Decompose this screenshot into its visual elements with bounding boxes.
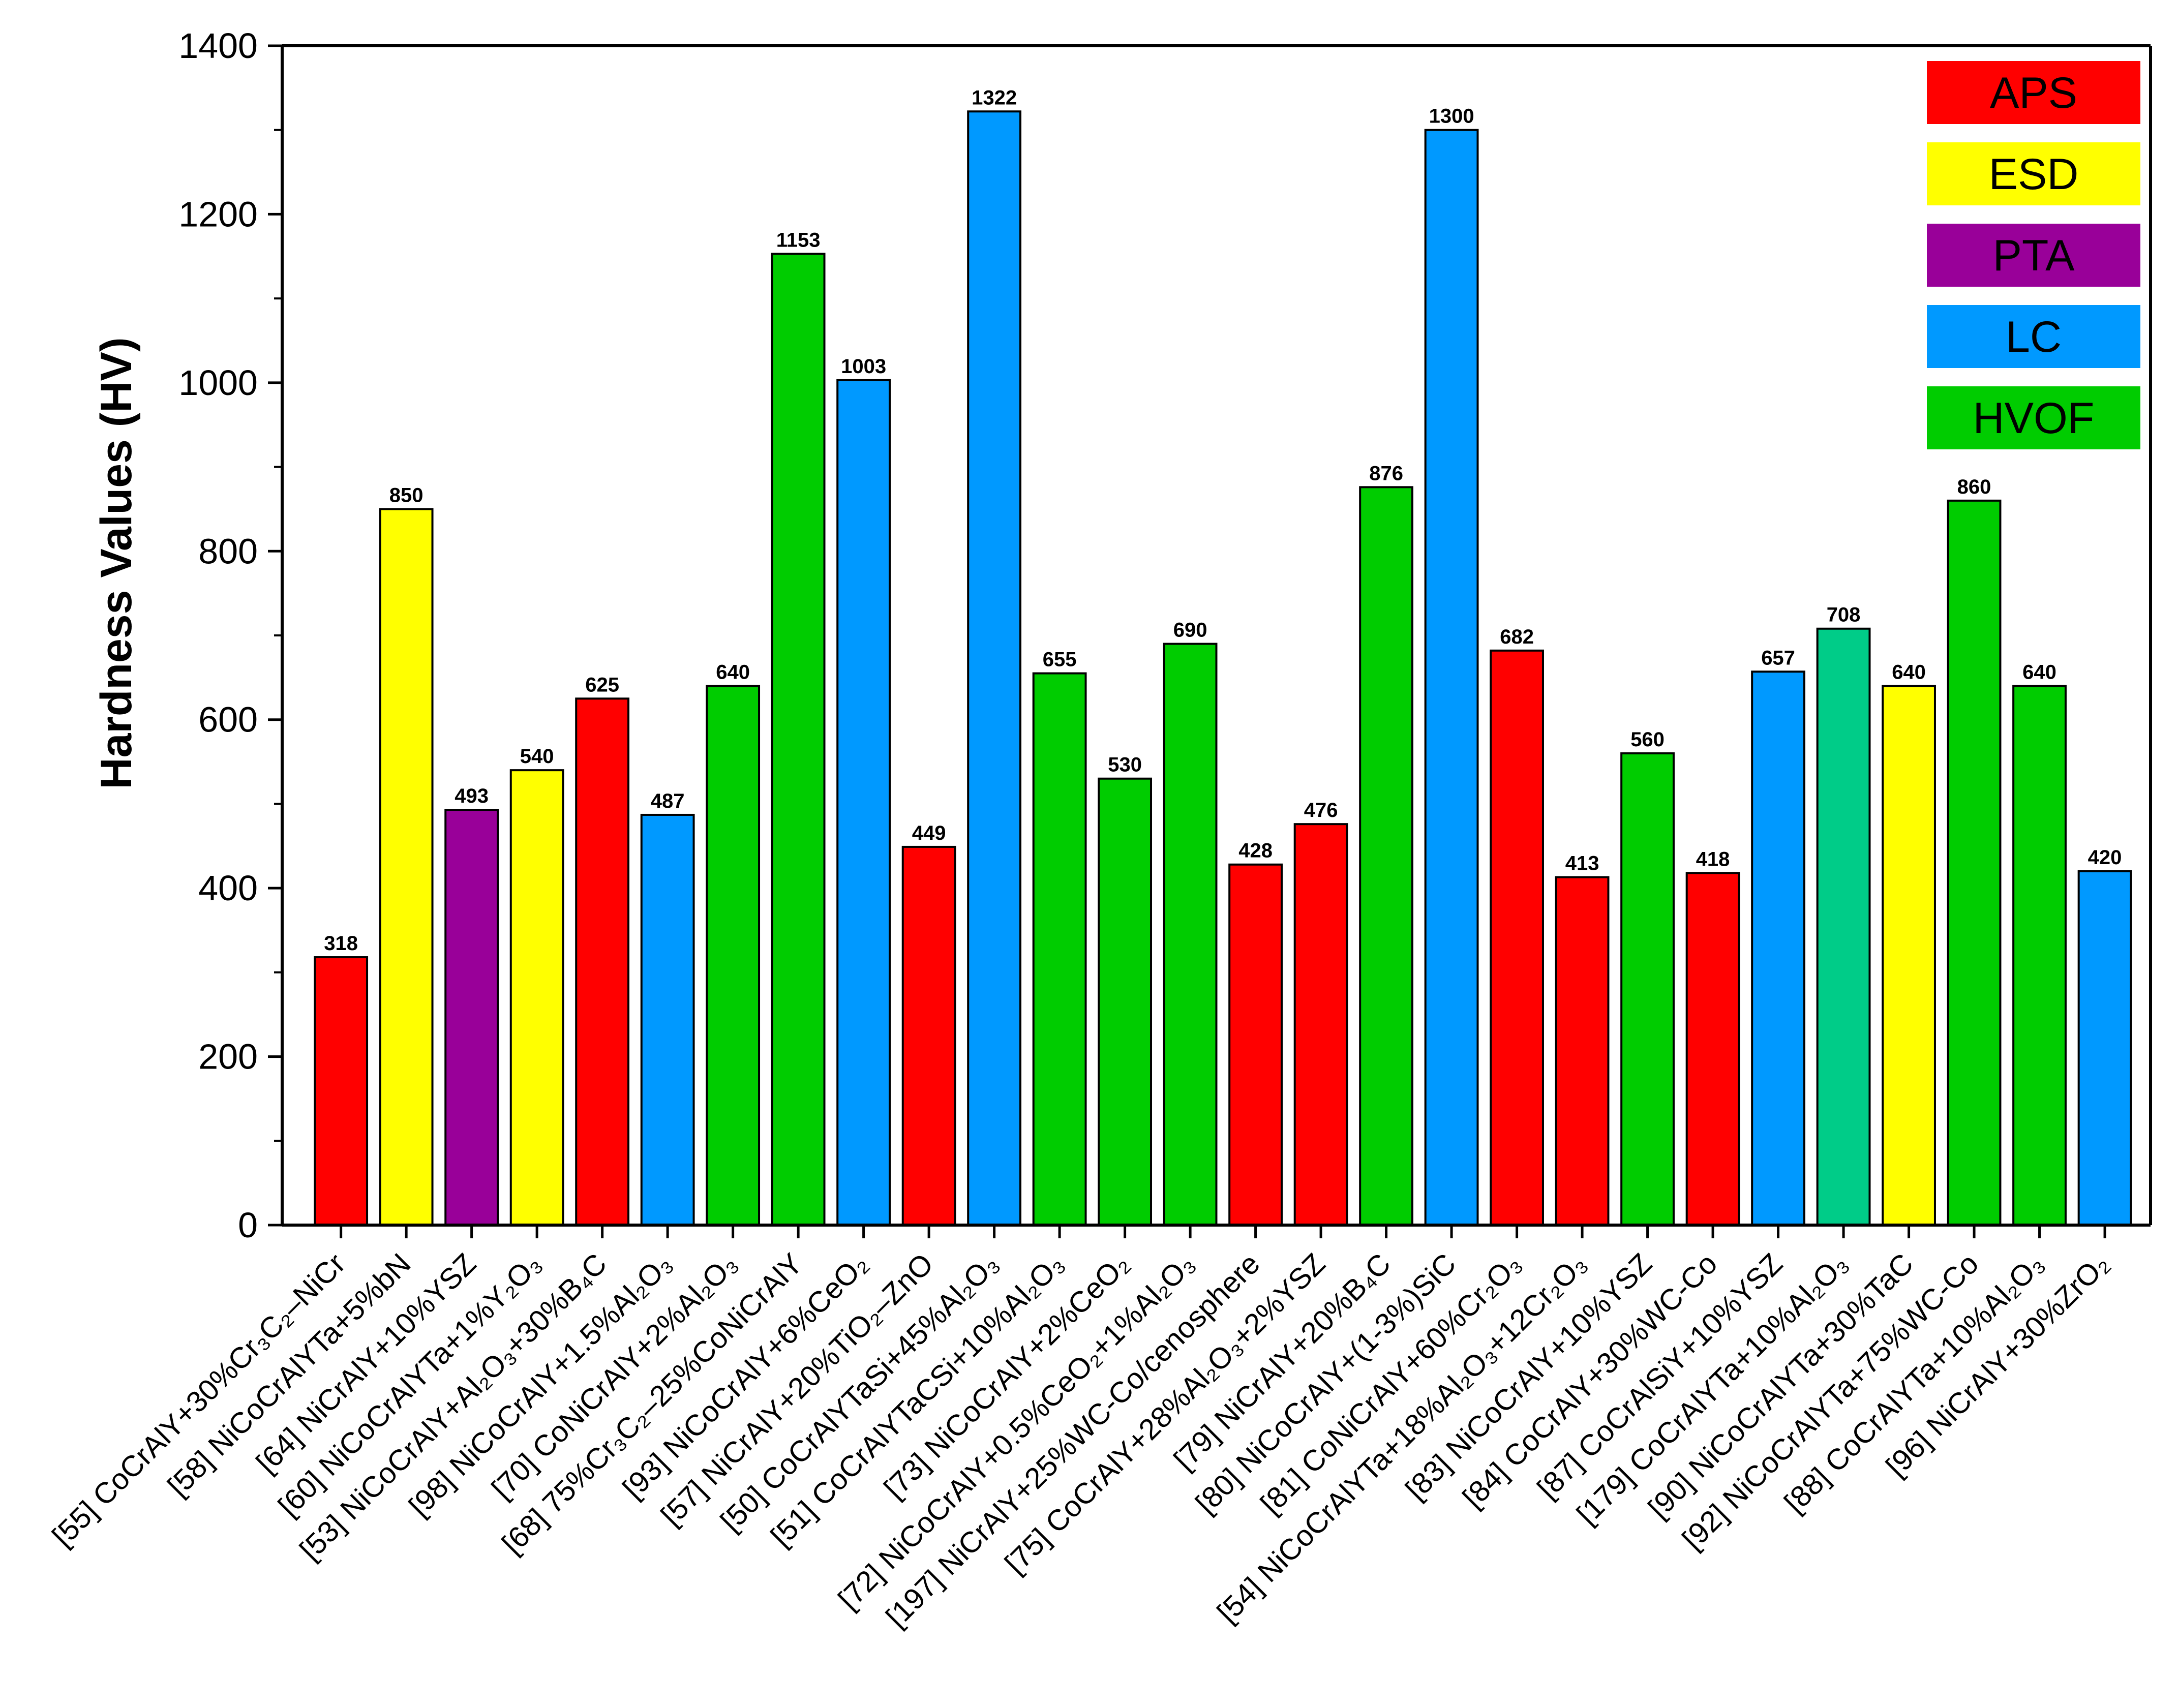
bar-value-label: 428 (1238, 840, 1273, 862)
legend-swatch (1927, 305, 2140, 368)
y-axis-title: Hardness Values (HV) (92, 337, 141, 789)
bar-value-label: 1322 (972, 86, 1017, 109)
bar (1620, 752, 1675, 1226)
bar-value-label: 625 (585, 674, 619, 696)
bar-value-label: 655 (1043, 649, 1077, 671)
bar-value-label: 850 (389, 484, 424, 506)
bar (2077, 870, 2132, 1226)
y-tick-label: 0 (238, 1205, 258, 1245)
bars-group: 318 850 493 540 625 487 640 1153 1003 449 1322 655 5… (314, 86, 2132, 1227)
bar (575, 697, 630, 1226)
bar-value-label: 476 (1304, 799, 1338, 821)
bar (2012, 685, 2067, 1226)
axes-group: 0 200 400 600 800 1000 1200 1400 (178, 26, 2152, 1245)
bar (901, 845, 956, 1226)
y-tick-label: 800 (198, 531, 258, 571)
y-tick-label: 400 (198, 868, 258, 908)
bar (1163, 643, 1218, 1226)
bar (1098, 777, 1153, 1226)
bar-value-label: 876 (1369, 462, 1403, 484)
bar-value-label: 449 (912, 822, 946, 844)
category-labels-group: [55] CoCrAlY+30%Cr₃C₂–NiCr[58] NiCoCrAlY… (46, 1247, 2115, 1634)
bar-value-label: 1003 (841, 355, 886, 378)
bar-value-label: 640 (1892, 661, 1926, 683)
bar-value-label: 657 (1761, 647, 1795, 669)
y-tick-label: 1200 (178, 194, 258, 234)
bar (1490, 649, 1544, 1226)
bar (379, 508, 434, 1226)
bar-value-label: 418 (1696, 848, 1730, 870)
legend: APS ESD PTA LC HVOF (1927, 61, 2140, 449)
bar (836, 379, 891, 1226)
legend-label: HVOF (1973, 394, 2095, 443)
bar (1882, 685, 1936, 1226)
bar (1424, 129, 1479, 1226)
bar-value-label: 690 (1173, 619, 1207, 642)
legend-label: PTA (1993, 231, 2075, 280)
bar-value-label: 708 (1827, 604, 1861, 626)
bar-value-label: 640 (716, 661, 750, 683)
bar-value-label: 413 (1565, 852, 1599, 875)
bar-value-label: 540 (520, 745, 554, 768)
bar-value-label: 1300 (1429, 105, 1474, 128)
y-tick-label: 600 (198, 700, 258, 740)
bar-value-label: 530 (1108, 754, 1142, 776)
bar (444, 809, 499, 1226)
legend-label: ESD (1989, 150, 2079, 199)
bar (314, 956, 369, 1226)
bar (1751, 670, 1805, 1226)
legend-label: LC (2006, 313, 2062, 361)
bar (771, 253, 826, 1226)
legend-swatch (1927, 142, 2140, 205)
bar (640, 813, 695, 1226)
bar (1032, 672, 1087, 1226)
bar-value-label: 318 (324, 932, 358, 955)
y-tick-label: 200 (198, 1037, 258, 1077)
bar (509, 769, 564, 1226)
bar-value-label: 860 (1957, 476, 1991, 498)
bar-value-label: 420 (2088, 846, 2122, 869)
bar (706, 685, 761, 1226)
bar-value-label: 1153 (776, 229, 821, 251)
bar-value-label: 682 (1500, 626, 1534, 648)
legend-label: APS (1990, 69, 2077, 117)
bar-value-label: 560 (1630, 728, 1665, 751)
bar (1685, 872, 1740, 1227)
bar-value-label: 487 (651, 790, 685, 812)
bar (967, 110, 1022, 1227)
bar (1947, 499, 2002, 1226)
bar-value-label: 640 (2022, 661, 2056, 683)
bar (1228, 863, 1283, 1226)
legend-swatch (1927, 61, 2140, 124)
bar-value-label: 493 (455, 785, 489, 807)
y-tick-label: 1400 (178, 26, 258, 66)
legend-swatch (1927, 224, 2140, 287)
legend-swatch (1927, 386, 2140, 449)
bar (1293, 823, 1348, 1226)
y-tick-label: 1000 (178, 363, 258, 403)
bar (1816, 627, 1871, 1226)
bar (1555, 876, 1610, 1226)
bar (1359, 486, 1413, 1226)
